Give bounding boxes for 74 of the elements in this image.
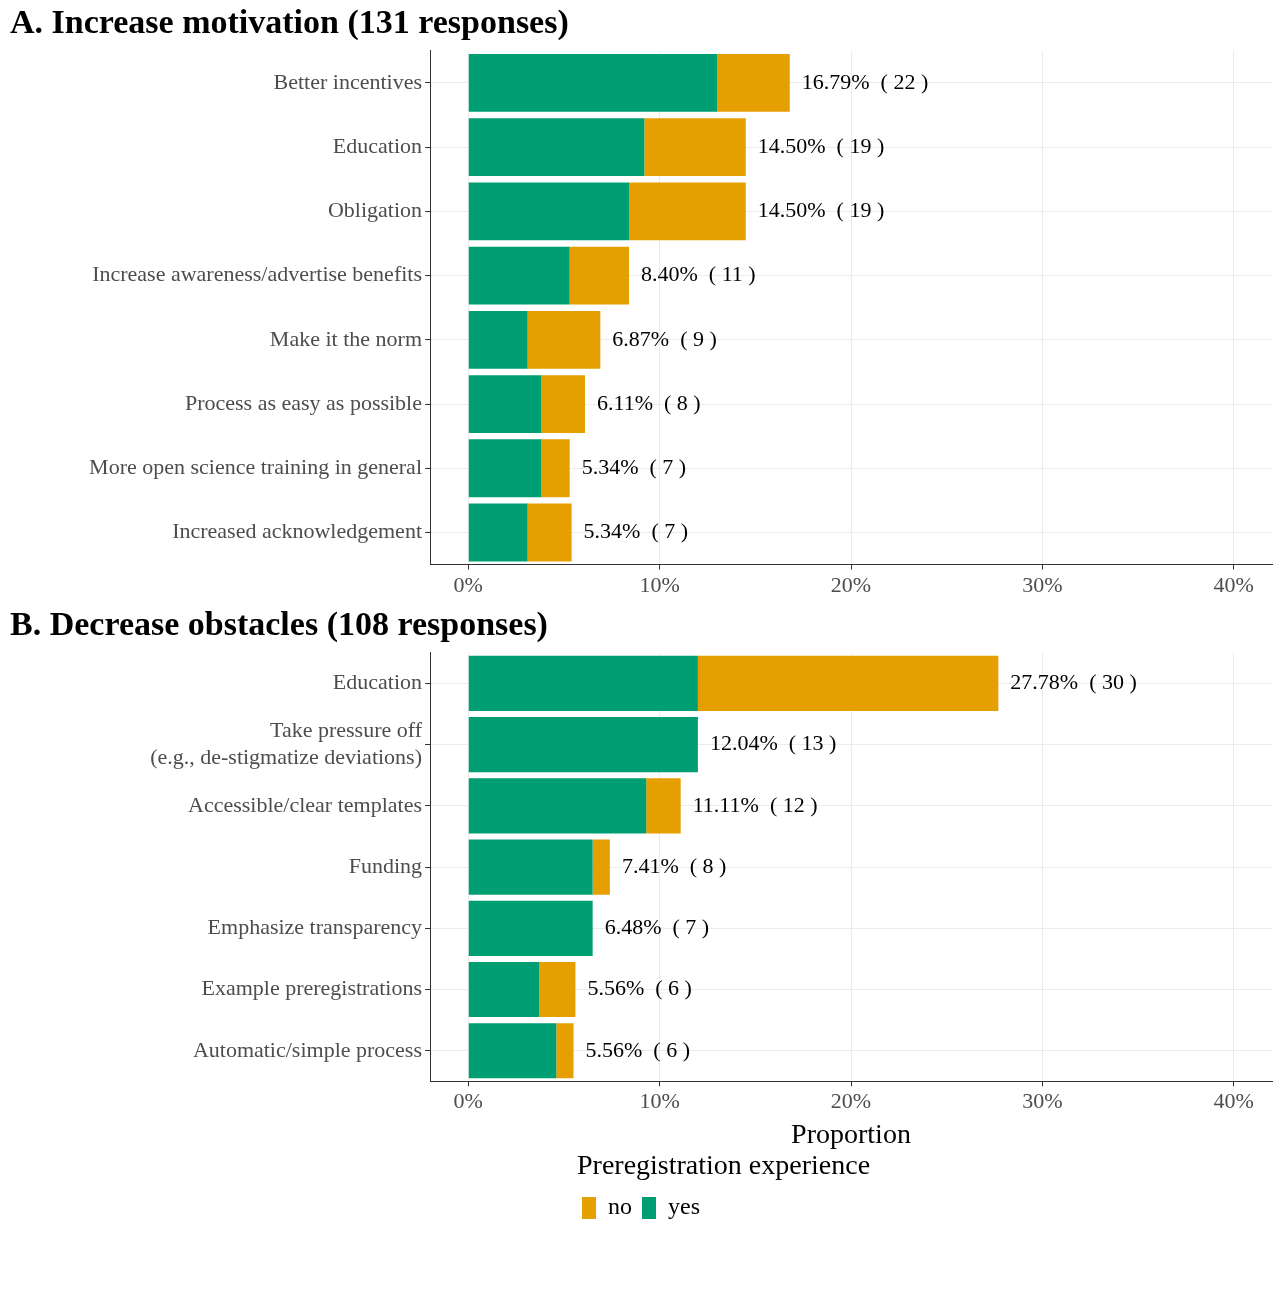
- bar: [556, 1023, 574, 1079]
- x-tick-label: 20%: [830, 571, 872, 597]
- y-tick-label: Increased acknowledgement: [172, 518, 422, 544]
- bar: [717, 54, 790, 112]
- legend-label: yes: [668, 1193, 700, 1220]
- y-tick-label: Automatic/simple process: [192, 1036, 422, 1062]
- total-label: 14.50% ( 19 ): [757, 132, 885, 158]
- legend-title: Preregistration experience: [577, 1148, 871, 1180]
- bar: [468, 655, 698, 711]
- bar: [468, 839, 593, 895]
- x-tick-label: 10%: [639, 1088, 680, 1114]
- x-tick-label: 0%: [453, 571, 483, 597]
- bar: [644, 118, 746, 177]
- y-tick-label: More open science training in general: [89, 454, 422, 480]
- y-tick-label: Education: [332, 669, 422, 695]
- bar: [468, 118, 645, 177]
- total-label: 7.41% ( 8 ): [621, 852, 727, 878]
- total-label: 6.11% ( 8 ): [597, 389, 701, 415]
- bar: [468, 900, 593, 956]
- bar: [468, 1023, 557, 1079]
- total-label: 5.34% ( 7 ): [583, 518, 689, 544]
- total-label: 16.79% ( 22 ): [801, 68, 929, 94]
- bar: [527, 503, 572, 562]
- x-tick-label: 30%: [1022, 1088, 1063, 1114]
- y-tick-label: Funding: [348, 852, 422, 878]
- x-tick-label: 40%: [1213, 1088, 1254, 1114]
- y-tick-label: Better incentives: [273, 68, 422, 94]
- y-tick-label: Education: [332, 132, 422, 158]
- chart-title: A. Increase motivation (131 responses): [10, 3, 569, 42]
- bar: [527, 310, 601, 369]
- bar: [468, 439, 541, 498]
- y-tick-label: Obligation: [327, 197, 422, 223]
- bar: [468, 310, 528, 369]
- bar: [540, 439, 570, 498]
- total-label: 8.40% ( 11 ): [641, 261, 756, 287]
- y-tick-label: Accessible/clear templates: [188, 791, 422, 817]
- bar: [697, 655, 999, 711]
- y-tick-label: Take pressure off (e.g., de-stigmatize deviations): [150, 717, 423, 769]
- total-label: 5.34% ( 7 ): [581, 454, 687, 480]
- total-label: 12.04% ( 13 ): [709, 730, 837, 756]
- bar: [468, 778, 647, 834]
- bar: [468, 503, 528, 562]
- bar: [592, 839, 610, 895]
- x-tick-label: 40%: [1213, 571, 1254, 597]
- total-label: 27.78% ( 30 ): [1010, 669, 1137, 695]
- x-tick-label: 0%: [453, 1088, 483, 1114]
- bar: [468, 962, 540, 1018]
- bar: [468, 182, 630, 241]
- bar: [468, 246, 570, 305]
- y-tick-label: Increase awareness/advertise benefits: [92, 261, 422, 287]
- y-tick-label: Emphasize transparency: [207, 914, 422, 940]
- bar: [646, 778, 681, 834]
- y-tick-label: Example preregistrations: [201, 975, 422, 1001]
- y-tick-label: Make it the norm: [269, 325, 422, 351]
- chart-title: B. Decrease obstacles (108 responses): [10, 605, 548, 644]
- bar: [468, 375, 541, 433]
- y-tick-label: Process as easy as possible: [184, 389, 422, 415]
- bar: [629, 182, 746, 241]
- total-label: 14.50% ( 19 ): [757, 197, 885, 223]
- total-label: 11.11% ( 12 ): [692, 791, 818, 817]
- x-tick-label: 10%: [639, 571, 680, 597]
- x-axis-title: Proportion: [791, 1117, 911, 1149]
- bar: [569, 246, 630, 305]
- bar: [468, 54, 718, 112]
- total-label: 6.87% ( 9 ): [612, 325, 717, 351]
- total-label: 5.56% ( 6 ): [587, 975, 692, 1001]
- x-tick-label: 20%: [830, 1088, 872, 1114]
- total-label: 6.48% ( 7 ): [604, 914, 710, 940]
- bar: [468, 717, 698, 773]
- total-label: 5.56% ( 6 ): [585, 1036, 691, 1062]
- bar: [540, 375, 586, 433]
- legend-label: no: [608, 1193, 632, 1220]
- x-tick-label: 30%: [1022, 571, 1063, 597]
- bar: [539, 962, 576, 1018]
